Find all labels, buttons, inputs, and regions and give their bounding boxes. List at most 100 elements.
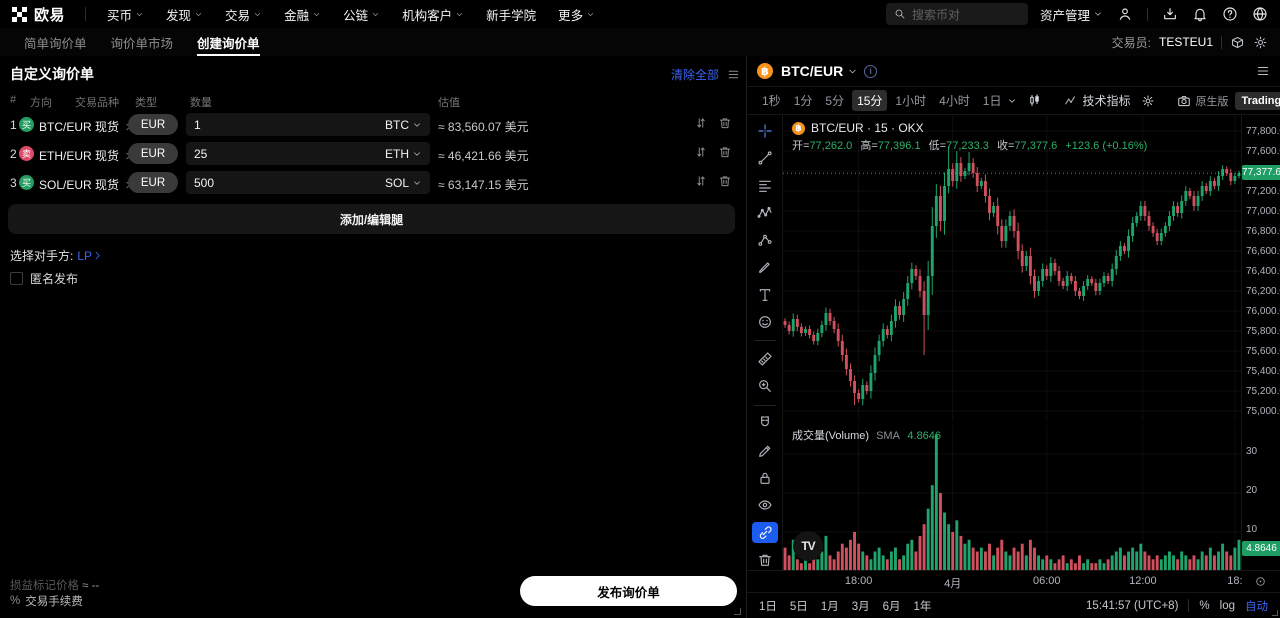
- ruler-tool-icon[interactable]: [752, 349, 778, 369]
- chart-canvas[interactable]: ฿ BTC/EUR · 15 · OKX 开=77,262.0 高=77,396…: [783, 115, 1241, 573]
- zoomin-tool-icon[interactable]: [752, 376, 778, 396]
- brush-tool-icon[interactable]: [752, 257, 778, 277]
- resize-handle[interactable]: [1272, 610, 1278, 616]
- trash-tool-icon[interactable]: [752, 550, 778, 570]
- side-badge-buy: 买: [19, 117, 34, 132]
- nav-item-机构客户[interactable]: 机构客户: [391, 0, 475, 28]
- chart-settings-gear-icon[interactable]: [1141, 94, 1155, 108]
- eye-tool-icon[interactable]: [752, 495, 778, 515]
- pattern-tool-icon[interactable]: [752, 203, 778, 223]
- link-tool-icon[interactable]: [751, 522, 778, 543]
- text-tool-icon[interactable]: [752, 285, 778, 305]
- auto-scale-button[interactable]: 自动: [1245, 600, 1268, 613]
- range-5日[interactable]: 5日: [789, 600, 808, 613]
- price-axis[interactable]: 77,800.077,600.077,400.077,200.077,000.0…: [1241, 115, 1280, 570]
- search-input[interactable]: 搜索币对: [885, 3, 1028, 25]
- interval-1秒[interactable]: 1秒: [762, 94, 781, 108]
- crosshair-tool-icon[interactable]: [752, 121, 778, 141]
- person-icon[interactable]: [1117, 6, 1133, 22]
- screenshot-camera-icon[interactable]: [1177, 94, 1191, 108]
- candle-style-icon[interactable]: [1027, 93, 1042, 108]
- range-1年[interactable]: 1年: [913, 600, 932, 613]
- info-icon[interactable]: i: [864, 64, 878, 78]
- clear-all-link[interactable]: 清除全部: [670, 67, 719, 82]
- globe-icon[interactable]: [1252, 6, 1268, 22]
- interval-1分[interactable]: 1分: [793, 94, 813, 108]
- counterparty-link[interactable]: LP: [77, 249, 103, 263]
- pencil-tool-icon[interactable]: [752, 441, 778, 461]
- log-scale-button[interactable]: log: [1219, 599, 1235, 612]
- delete-leg-icon[interactable]: [718, 145, 732, 159]
- lock-tool-icon[interactable]: [752, 468, 778, 488]
- magnet-tool-icon[interactable]: [752, 413, 778, 433]
- type-pill[interactable]: EUR: [128, 114, 178, 135]
- type-pill[interactable]: EUR: [128, 143, 178, 164]
- resize-handle[interactable]: [734, 608, 741, 615]
- delete-leg-icon[interactable]: [718, 174, 732, 188]
- quantity-input[interactable]: 1 BTC: [186, 113, 430, 136]
- nav-item-交易[interactable]: 交易: [214, 0, 273, 28]
- tab-创建询价单[interactable]: 创建询价单: [185, 28, 272, 56]
- currency-dropdown[interactable]: ETH: [385, 147, 422, 161]
- tradingview-toggle[interactable]: TradingView: [1234, 91, 1280, 110]
- range-1月[interactable]: 1月: [820, 600, 839, 613]
- chart-menu-icon[interactable]: [1256, 64, 1270, 78]
- okx-logo[interactable]: 欧易: [12, 4, 65, 25]
- nav-item-买币[interactable]: 买币: [96, 0, 155, 28]
- download-icon[interactable]: [1162, 6, 1178, 22]
- forecast-tool-icon[interactable]: [752, 230, 778, 250]
- pair-selector[interactable]: BTC/EUR 现货: [39, 118, 133, 135]
- orders-icon[interactable]: [1230, 35, 1245, 50]
- settings-gear-icon[interactable]: [1253, 35, 1268, 50]
- nav-item-公链[interactable]: 公链: [332, 0, 391, 28]
- native-version-toggle[interactable]: 原生版: [1195, 95, 1229, 108]
- emoji-tool-icon[interactable]: [752, 312, 778, 332]
- percent-scale-button[interactable]: %: [1199, 599, 1210, 612]
- range-3月[interactable]: 3月: [851, 600, 870, 613]
- anonymous-checkbox[interactable]: [10, 272, 23, 285]
- panel-collapse-icon[interactable]: [727, 68, 740, 81]
- interval-5分[interactable]: 5分: [825, 94, 845, 108]
- price-pane[interactable]: [783, 115, 1241, 422]
- asset-management-menu[interactable]: 资产管理: [1040, 5, 1103, 24]
- tab-简单询价单[interactable]: 简单询价单: [24, 36, 87, 51]
- bell-icon[interactable]: [1192, 6, 1208, 22]
- nav-item-更多[interactable]: 更多: [547, 0, 606, 28]
- interval-1日[interactable]: 1日: [982, 94, 1002, 108]
- goto-realtime-icon[interactable]: [1254, 575, 1267, 588]
- nav-item-金融[interactable]: 金融: [273, 0, 332, 28]
- leg-row-3: 3 买 SOL/EUR 现货 EUR 500 SOL ≈ 63,147.15 美元: [0, 168, 746, 197]
- trendline-tool-icon[interactable]: [752, 148, 778, 168]
- indicators-button[interactable]: 技术指标: [1064, 92, 1131, 109]
- currency-dropdown[interactable]: SOL: [385, 176, 422, 190]
- quantity-input[interactable]: 25 ETH: [186, 142, 430, 165]
- tab-询价单市场[interactable]: 询价单市场: [110, 36, 174, 51]
- delete-leg-icon[interactable]: [718, 116, 732, 130]
- time-axis[interactable]: 18:00 4月 06:00 12:00 18:: [747, 570, 1280, 592]
- volume-pane[interactable]: [783, 425, 1241, 573]
- range-6月[interactable]: 6月: [882, 600, 901, 613]
- swap-side-icon[interactable]: [694, 145, 708, 159]
- interval-1小时[interactable]: 1小时: [895, 94, 927, 108]
- swap-side-icon[interactable]: [694, 116, 708, 130]
- pair-selector[interactable]: ETH/EUR 现货: [39, 147, 133, 164]
- interval-15分[interactable]: 15分: [852, 90, 888, 111]
- type-pill[interactable]: EUR: [128, 172, 178, 193]
- currency-dropdown[interactable]: BTC: [385, 118, 422, 132]
- swap-side-icon[interactable]: [694, 174, 708, 188]
- rfq-tabs: 简单询价单 询价单市场 创建询价单: [12, 28, 272, 56]
- pair-selector[interactable]: SOL/EUR 现货: [39, 176, 133, 193]
- nav-item-新手学院[interactable]: 新手学院: [486, 8, 537, 23]
- help-icon[interactable]: [1222, 6, 1238, 22]
- chevron-down-icon[interactable]: [847, 66, 858, 77]
- fib-tool-icon[interactable]: [752, 176, 778, 196]
- chevron-down-icon: [412, 178, 422, 188]
- interval-4小时[interactable]: 4小时: [939, 94, 970, 108]
- publish-rfq-button[interactable]: 发布询价单: [520, 576, 737, 606]
- quantity-input[interactable]: 500 SOL: [186, 171, 430, 194]
- nav-item-发现[interactable]: 发现: [155, 0, 214, 28]
- range-1日[interactable]: 1日: [759, 600, 777, 613]
- chevron-down-icon[interactable]: [1007, 96, 1017, 106]
- time-tick: 18:00: [844, 575, 873, 587]
- add-edit-legs-button[interactable]: 添加/编辑腿: [8, 204, 735, 234]
